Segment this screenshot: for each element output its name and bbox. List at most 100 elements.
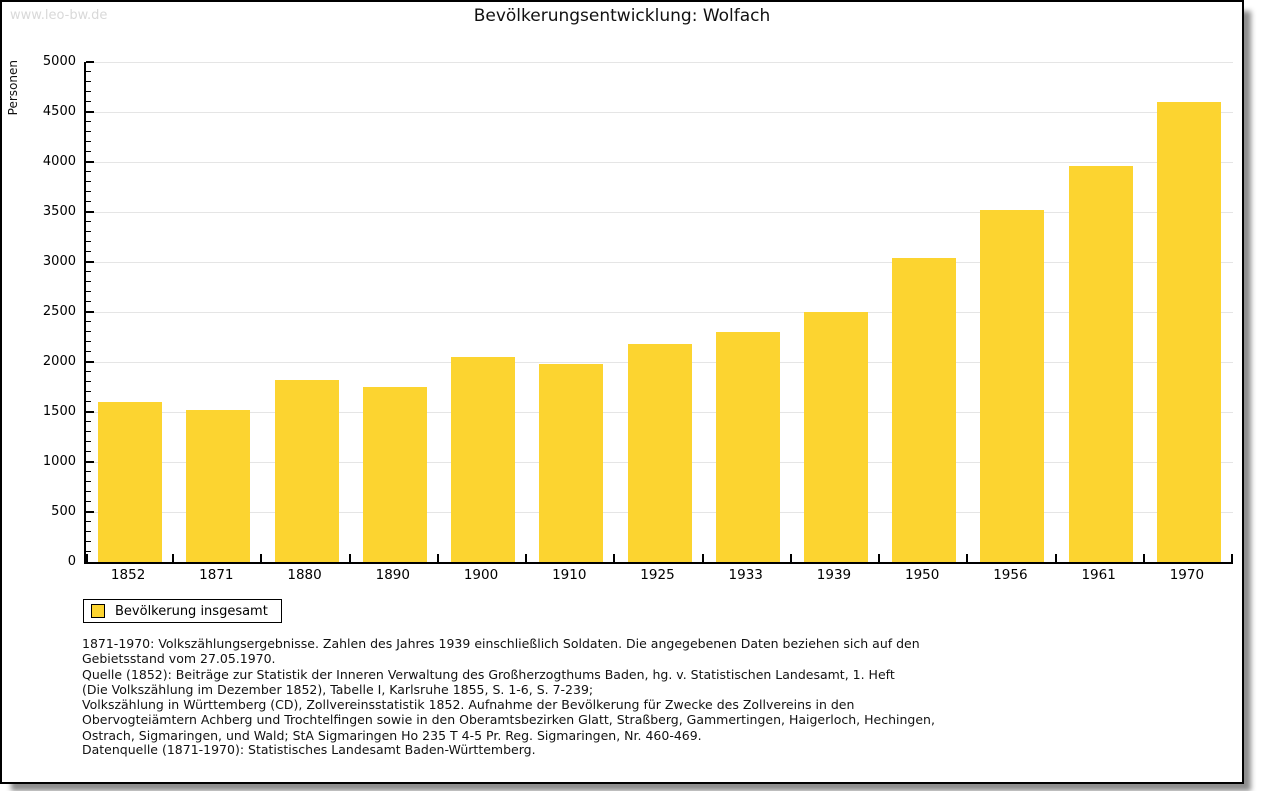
bar-1900: [451, 357, 516, 562]
y-tick-2200: [86, 341, 91, 342]
y-tick-1700: [86, 391, 91, 392]
gridline-3000: [86, 262, 1233, 263]
x-label-1910: 1910: [552, 567, 587, 583]
y-tick-3100: [86, 251, 91, 252]
y-tick-3300: [86, 231, 91, 232]
y-tick-300: [86, 531, 91, 532]
y-tick-900: [86, 471, 91, 472]
y-tick-4700: [86, 91, 91, 92]
y-tick-4200: [86, 141, 91, 142]
y-tick-1200: [86, 441, 91, 442]
bar-1970: [1156, 102, 1221, 562]
y-label-2000: 2000: [42, 354, 76, 369]
y-tick-4500: [86, 111, 94, 113]
gridline-4500: [86, 112, 1233, 113]
y-tick-1500: [86, 411, 94, 413]
y-tick-2800: [86, 281, 91, 282]
y-tick-4600: [86, 101, 91, 102]
legend-swatch-icon: [91, 604, 105, 618]
x-label-1961: 1961: [1081, 567, 1116, 583]
y-tick-2000: [86, 361, 94, 363]
bar-1852: [98, 402, 163, 562]
y-tick-4800: [86, 81, 91, 82]
x-label-1880: 1880: [287, 567, 322, 583]
y-tick-700: [86, 491, 91, 492]
x-label-1933: 1933: [728, 567, 763, 583]
y-tick-3500: [86, 211, 94, 213]
chart-frame: www.leo-bw.de Bevölkerungsentwicklung: W…: [0, 0, 1244, 784]
y-tick-3000: [86, 261, 94, 263]
x-tick-3: [348, 554, 351, 562]
y-tick-3600: [86, 201, 91, 202]
y-tick-4400: [86, 121, 91, 122]
x-label-1890: 1890: [375, 567, 410, 583]
chart-title: Bevölkerungsentwicklung: Wolfach: [473, 6, 771, 26]
x-tick-7: [701, 554, 704, 562]
y-tick-400: [86, 521, 91, 522]
bar-1880: [274, 380, 339, 562]
y-tick-1400: [86, 421, 91, 422]
y-tick-4000: [86, 161, 94, 163]
y-axis-title: Personen: [6, 60, 20, 116]
x-tick-12: [1142, 554, 1145, 562]
footnote-data-source: Datenquelle (1871-1970): Statistisches L…: [82, 742, 536, 757]
x-label-1871: 1871: [199, 567, 234, 583]
x-tick-2: [260, 554, 263, 562]
gridline-3500: [86, 212, 1233, 213]
y-tick-2900: [86, 271, 91, 272]
y-tick-1100: [86, 451, 91, 452]
y-tick-100: [86, 551, 91, 552]
y-label-1000: 1000: [42, 454, 76, 469]
y-label-4000: 4000: [42, 154, 76, 169]
y-label-3500: 3500: [42, 204, 76, 219]
x-tick-8: [789, 554, 792, 562]
legend-box: Bevölkerung insgesamt: [83, 599, 282, 623]
y-tick-3700: [86, 191, 91, 192]
x-label-1970: 1970: [1169, 567, 1205, 583]
y-label-2500: 2500: [42, 304, 76, 319]
x-tick-11: [1054, 554, 1057, 562]
gridline-2500: [86, 312, 1233, 313]
x-label-1956: 1956: [993, 567, 1028, 583]
x-label-1925: 1925: [640, 567, 675, 583]
x-tick-4: [436, 554, 439, 562]
y-tick-4300: [86, 131, 91, 132]
y-label-500: 500: [51, 504, 76, 519]
y-label-5000: 5000: [42, 54, 76, 69]
x-label-1900: 1900: [463, 567, 499, 583]
y-tick-3400: [86, 221, 91, 222]
y-label-4500: 4500: [42, 104, 76, 119]
legend-label: Bevölkerung insgesamt: [115, 603, 268, 619]
y-tick-1900: [86, 371, 91, 372]
y-tick-4100: [86, 151, 91, 152]
bar-1910: [539, 364, 604, 562]
bar-1925: [627, 344, 692, 562]
bar-1939: [803, 312, 868, 562]
y-tick-2600: [86, 301, 91, 302]
bar-1956: [980, 210, 1045, 562]
y-label-0: 0: [67, 554, 76, 569]
x-tick-1: [172, 554, 175, 562]
bar-1950: [892, 258, 957, 562]
bar-1961: [1068, 166, 1133, 562]
x-tick-9: [878, 554, 881, 562]
y-label-3000: 3000: [42, 254, 76, 269]
y-tick-3200: [86, 241, 91, 242]
y-tick-200: [86, 541, 91, 542]
plot-area: [84, 61, 1233, 564]
x-label-1950: 1950: [904, 567, 940, 583]
y-tick-3900: [86, 171, 91, 172]
y-tick-2400: [86, 321, 91, 322]
y-tick-1000: [86, 461, 94, 463]
y-tick-3800: [86, 181, 91, 182]
y-label-1500: 1500: [42, 404, 76, 419]
y-tick-800: [86, 481, 91, 482]
y-tick-1600: [86, 401, 91, 402]
y-tick-600: [86, 501, 91, 502]
y-tick-2700: [86, 291, 91, 292]
x-tick-10: [966, 554, 969, 562]
y-tick-5000: [86, 61, 94, 63]
y-tick-2300: [86, 331, 91, 332]
y-tick-2500: [86, 311, 94, 313]
y-tick-2100: [86, 351, 91, 352]
